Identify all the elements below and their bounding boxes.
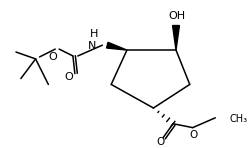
Text: OH: OH	[168, 11, 185, 21]
Text: O: O	[190, 130, 198, 140]
Polygon shape	[107, 42, 127, 50]
Text: O: O	[65, 72, 73, 82]
Text: N: N	[88, 41, 97, 51]
Text: O: O	[48, 52, 57, 62]
Text: H: H	[90, 29, 99, 39]
Text: CH₃: CH₃	[229, 114, 247, 124]
Text: O: O	[156, 137, 164, 147]
Polygon shape	[173, 25, 179, 50]
